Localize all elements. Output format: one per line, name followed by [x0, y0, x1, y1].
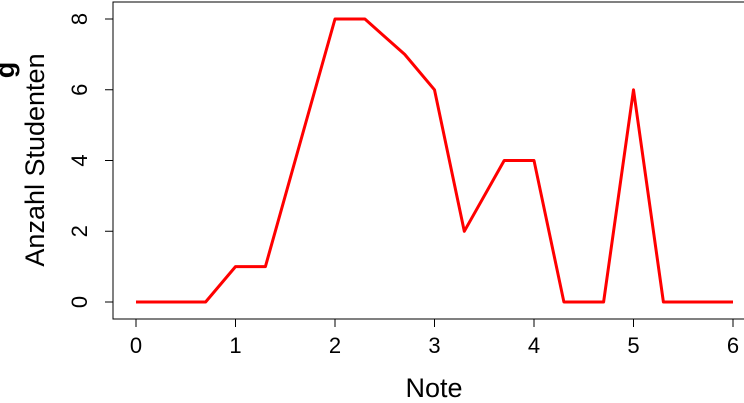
cut-off-glyph: g [0, 62, 20, 79]
y-axis-title: Anzahl Studenten [20, 53, 50, 266]
x-tick-label: 0 [130, 333, 142, 358]
y-tick-label: 0 [67, 296, 92, 308]
y-tick-label: 2 [67, 225, 92, 237]
x-tick-label: 3 [428, 333, 440, 358]
x-axis-title: Note [405, 373, 462, 403]
x-axis: 0 1 2 3 4 5 6 [130, 319, 739, 358]
y-axis: 0 2 4 6 8 [67, 13, 113, 308]
series-line [136, 17, 733, 304]
x-tick-label: 6 [727, 333, 739, 358]
x-tick-label: 1 [229, 333, 241, 358]
y-tick-label: 8 [67, 13, 92, 25]
plot-frame [112, 1, 744, 320]
y-tick-label: 4 [67, 154, 92, 166]
x-tick-label: 5 [627, 333, 639, 358]
x-tick-label: 2 [329, 333, 341, 358]
y-tick-label: 6 [67, 84, 92, 96]
x-tick-label: 4 [528, 333, 540, 358]
